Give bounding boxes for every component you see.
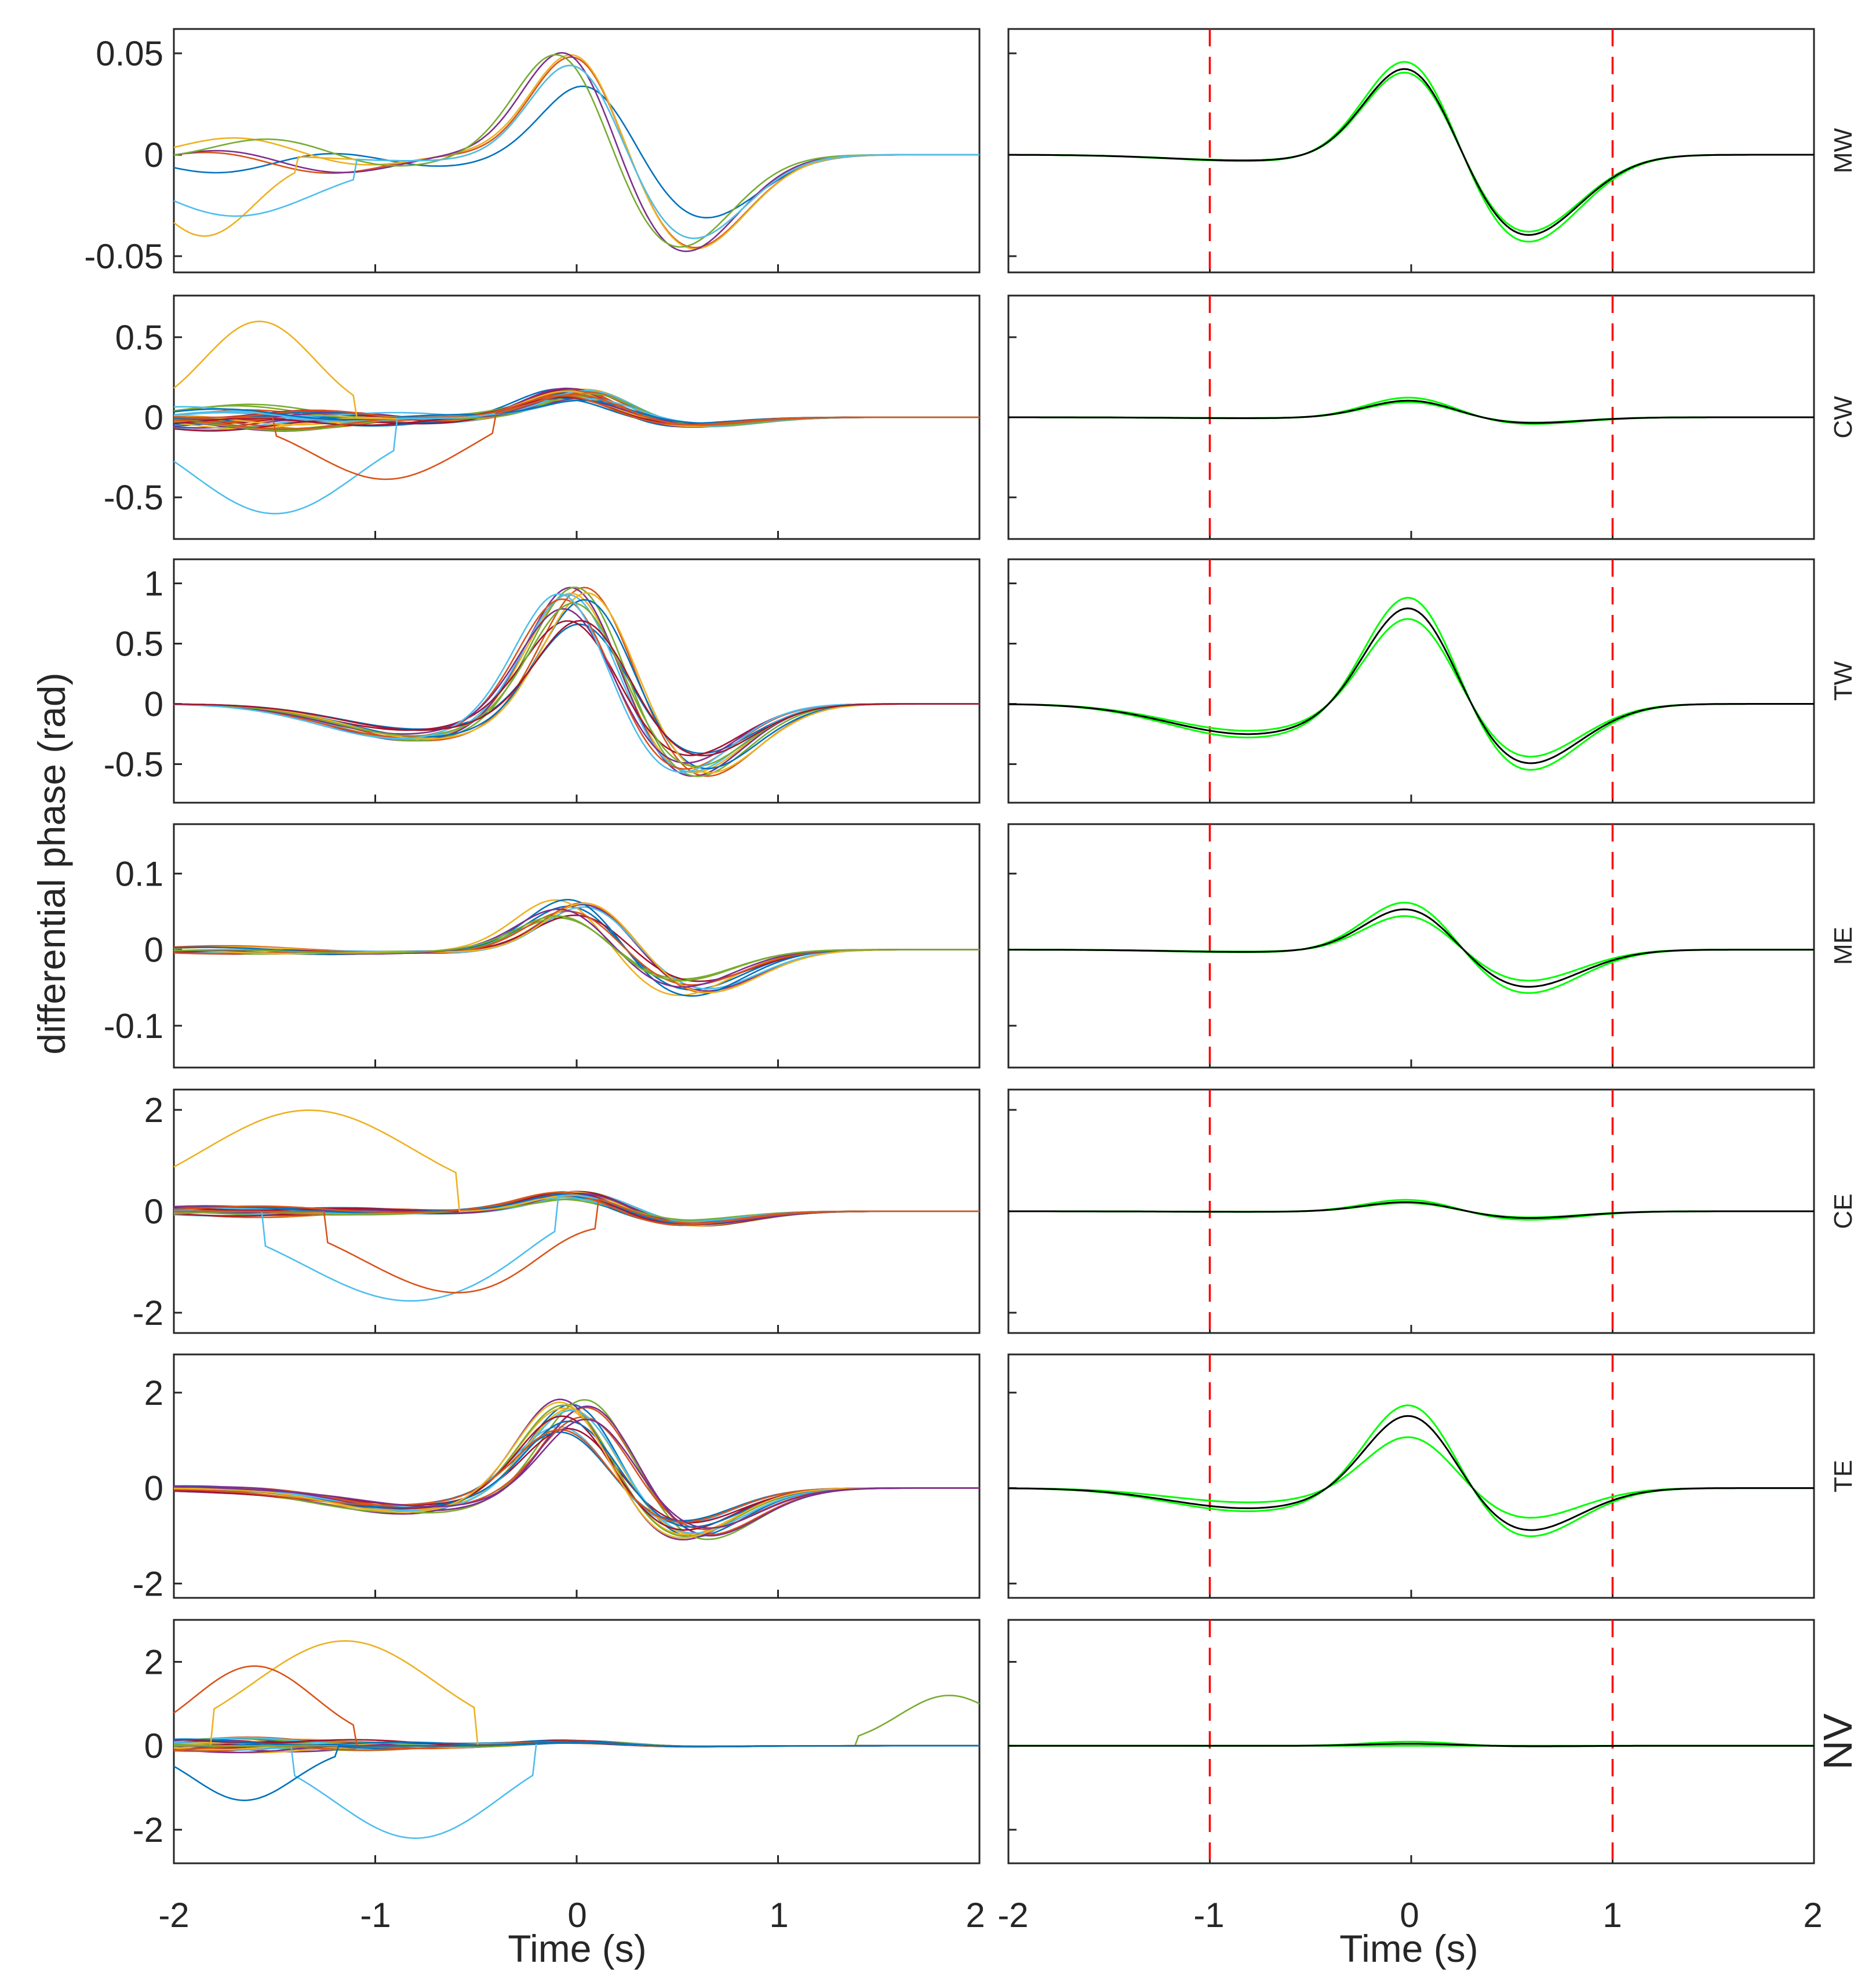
- row-label-nv: NV: [1815, 1713, 1860, 1770]
- mean-line: [1008, 1415, 1814, 1531]
- y-tick-label: 0: [144, 685, 163, 724]
- trial-line: [173, 593, 979, 773]
- trial-line: [173, 915, 979, 982]
- right-axes-me: [1007, 823, 1815, 1069]
- mean-line: [1008, 399, 1814, 424]
- right-axes-te: [1007, 1353, 1815, 1599]
- mean-line: [1008, 1201, 1814, 1219]
- y-tick-label: 0: [144, 931, 163, 970]
- mean-line: [1008, 908, 1814, 988]
- trial-line: [173, 592, 979, 774]
- right-axes-mw: [1007, 28, 1815, 274]
- x-axis-title-right: Time (s): [1339, 1927, 1478, 1970]
- artifact-trial-line: [173, 1740, 979, 1801]
- y-tick-label: 0.05: [96, 34, 163, 73]
- y-tick-label: 2: [144, 1642, 163, 1681]
- trial-line: [173, 1418, 979, 1529]
- x-tick-left-2: 0: [567, 1896, 587, 1935]
- y-tick-label: 0.5: [115, 625, 163, 664]
- x-tick-left-1: -1: [360, 1896, 391, 1935]
- x-tick-right-3: 1: [1602, 1896, 1622, 1935]
- row-ce: -2 0 2 CE: [133, 1088, 1857, 1334]
- chart-rows: -0.05 0 0.05 MW -0.5 0 0.5 CW -0.5 0 0.5 1 TW -0.1 0 0.…: [84, 28, 1860, 1864]
- artifact-trial-line: [173, 64, 979, 239]
- mean-line: [1008, 1743, 1814, 1747]
- y-tick-label: -2: [133, 1294, 163, 1332]
- y-tick-label: 0: [144, 136, 163, 174]
- left-axes-me: [173, 823, 981, 1069]
- y-tick-label: 1: [144, 564, 163, 603]
- trial-line: [173, 1401, 979, 1539]
- row-cw: -0.5 0 0.5 CW: [104, 294, 1857, 540]
- y-tick-label: -0.1: [104, 1007, 163, 1046]
- y-tick-label: -2: [133, 1811, 163, 1849]
- y-tick-label: -0.5: [104, 478, 163, 517]
- left-axes-te: [173, 1353, 981, 1599]
- row-nv: -2 0 2 NV: [133, 1619, 1860, 1864]
- y-tick-label: 0: [144, 398, 163, 437]
- y-tick-label: 0.5: [115, 318, 163, 357]
- trial-line: [173, 902, 979, 993]
- y-tick-label: 2: [144, 1091, 163, 1130]
- y-tick-label: 0.1: [115, 854, 163, 893]
- row-tw: -0.5 0 0.5 1 TW: [104, 558, 1857, 804]
- mean-line: [1008, 607, 1814, 764]
- trial-line: [173, 620, 979, 756]
- row-label-ce: CE: [1829, 1193, 1857, 1229]
- left-axes-mw: [173, 28, 981, 274]
- x-tick-right-2: 0: [1400, 1896, 1419, 1935]
- right-axes-tw: [1007, 558, 1815, 804]
- y-axis-title: differential phase (rad): [30, 672, 73, 1054]
- artifact-trial-line: [174, 1198, 979, 1294]
- row-label-cw: CW: [1829, 396, 1857, 439]
- y-tick-label: 2: [144, 1374, 163, 1412]
- x-tick-right-0: -2: [997, 1896, 1028, 1935]
- x-tick-left-4: 2: [966, 1896, 985, 1935]
- x-tick-left-0: -2: [158, 1896, 189, 1935]
- row-label-mw: MW: [1829, 128, 1857, 173]
- x-tick-right-4: 2: [1803, 1896, 1822, 1935]
- x-tick-left-3: 1: [769, 1896, 788, 1935]
- row-label-te: TE: [1829, 1460, 1857, 1492]
- x-tick-right-1: -1: [1193, 1896, 1224, 1935]
- x-axis-title-left: Time (s): [508, 1927, 647, 1970]
- y-tick-label: 0: [144, 1469, 163, 1508]
- mean-line: [1008, 68, 1814, 236]
- y-tick-label: 0: [144, 1727, 163, 1765]
- y-tick-label: 0: [144, 1192, 163, 1231]
- row-label-me: ME: [1829, 927, 1857, 965]
- row-mw: -0.05 0 0.05 MW: [84, 28, 1857, 276]
- row-label-tw: TW: [1829, 661, 1857, 701]
- y-tick-label: -0.05: [84, 237, 163, 276]
- artifact-trial-line: [174, 394, 979, 480]
- row-te: -2 0 2 TE: [133, 1353, 1857, 1603]
- trial-line: [173, 54, 979, 248]
- y-tick-label: -0.5: [104, 745, 163, 784]
- row-me: -0.1 0 0.1 ME: [104, 823, 1857, 1069]
- y-tick-label: -2: [133, 1564, 163, 1603]
